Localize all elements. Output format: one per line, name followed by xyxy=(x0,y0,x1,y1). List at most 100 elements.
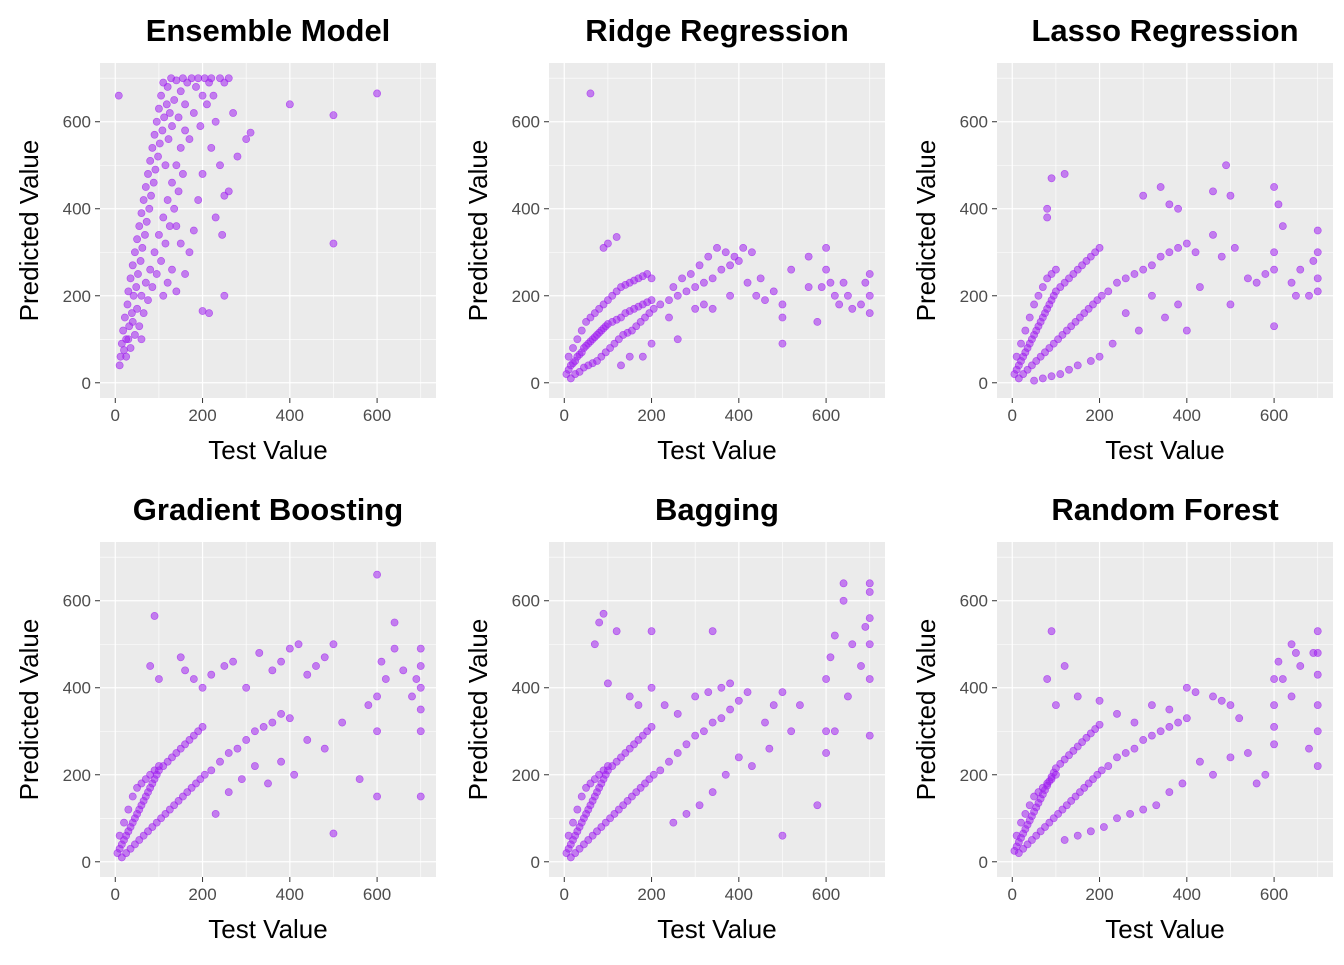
data-point xyxy=(717,683,726,692)
y-tick-label: 200 xyxy=(63,287,91,306)
data-point xyxy=(211,810,220,818)
data-point xyxy=(187,74,196,83)
data-point xyxy=(416,662,425,670)
data-point xyxy=(695,261,704,270)
data-point xyxy=(126,274,135,283)
data-point xyxy=(150,130,159,139)
data-point xyxy=(224,749,233,757)
data-point xyxy=(174,187,183,196)
data-point xyxy=(695,801,704,810)
data-point xyxy=(1226,753,1235,762)
y-tick-label: 600 xyxy=(63,113,91,132)
data-point xyxy=(135,322,144,331)
data-point xyxy=(1165,248,1174,257)
data-point xyxy=(1270,183,1278,191)
data-point xyxy=(1270,265,1278,274)
data-point xyxy=(1139,805,1148,814)
y-tick-label: 200 xyxy=(960,766,988,785)
data-point xyxy=(1052,701,1060,710)
data-point xyxy=(147,191,155,200)
data-point xyxy=(1217,252,1226,261)
data-point xyxy=(1309,257,1318,265)
data-point xyxy=(189,675,198,683)
data-point xyxy=(141,230,149,239)
data-point xyxy=(132,283,141,291)
data-point xyxy=(179,170,187,178)
data-point xyxy=(157,91,165,100)
data-point xyxy=(656,766,665,775)
data-point xyxy=(207,74,216,83)
data-point xyxy=(1021,810,1030,818)
data-point xyxy=(726,705,734,714)
data-point xyxy=(1104,762,1113,770)
data-point xyxy=(686,270,695,278)
data-point xyxy=(416,705,425,714)
data-point xyxy=(157,257,165,265)
y-tick-label: 200 xyxy=(63,766,91,785)
data-point xyxy=(717,265,726,274)
data-point xyxy=(734,696,743,705)
data-point xyxy=(155,675,163,683)
data-point xyxy=(691,692,700,701)
data-point xyxy=(647,627,656,636)
data-point xyxy=(577,792,586,801)
data-point xyxy=(159,213,168,222)
data-point xyxy=(1121,309,1130,318)
data-point xyxy=(839,596,848,605)
data-point xyxy=(599,609,608,618)
data-point xyxy=(769,287,778,296)
data-point xyxy=(1305,291,1313,300)
chart-title: Ensemble Model xyxy=(146,13,391,48)
data-point xyxy=(673,291,682,300)
data-point xyxy=(137,209,146,217)
data-point xyxy=(682,287,691,296)
data-point xyxy=(285,714,294,723)
chart-panel: 0 200 400 600 0 200 400 600 Ensemble Model Test V… xyxy=(14,13,436,465)
y-tick-label: 0 xyxy=(82,374,91,393)
data-point xyxy=(1313,727,1322,736)
data-point xyxy=(115,831,124,840)
data-point xyxy=(390,644,399,653)
chart-title: Lasso Regression xyxy=(1031,13,1298,48)
data-point xyxy=(162,100,171,109)
data-point xyxy=(277,757,285,766)
x-tick-label: 600 xyxy=(1260,885,1288,904)
data-point xyxy=(198,170,207,178)
data-point xyxy=(865,675,874,683)
data-point xyxy=(726,291,734,300)
data-point xyxy=(220,662,229,670)
data-point xyxy=(285,100,294,109)
x-tick-label: 600 xyxy=(812,406,840,425)
data-point xyxy=(124,335,133,344)
chart-title: Bagging xyxy=(655,492,779,527)
data-point xyxy=(647,683,656,692)
data-point xyxy=(1086,827,1095,836)
data-point xyxy=(161,239,170,248)
y-axis-label: Predicted Value xyxy=(463,140,493,322)
data-point xyxy=(139,196,148,204)
data-point xyxy=(1274,200,1283,209)
data-point xyxy=(1313,226,1322,235)
data-point xyxy=(128,317,137,326)
data-point xyxy=(1130,744,1139,753)
x-tick-label: 400 xyxy=(725,885,753,904)
data-point xyxy=(1270,740,1278,749)
y-tick-label: 400 xyxy=(512,200,540,219)
data-point xyxy=(830,727,839,736)
x-tick-label: 200 xyxy=(637,885,665,904)
data-point xyxy=(176,653,185,662)
data-point xyxy=(1313,248,1322,257)
data-point xyxy=(277,657,285,666)
data-point xyxy=(861,622,870,631)
data-point xyxy=(708,718,717,727)
data-point xyxy=(1209,692,1217,701)
data-point xyxy=(1113,709,1121,718)
data-point xyxy=(373,792,381,801)
data-point xyxy=(176,143,185,152)
data-point xyxy=(338,718,347,727)
chart-title: Ridge Regression xyxy=(585,13,849,48)
data-point xyxy=(1148,291,1156,300)
data-point xyxy=(1226,191,1235,200)
data-point xyxy=(778,300,787,309)
